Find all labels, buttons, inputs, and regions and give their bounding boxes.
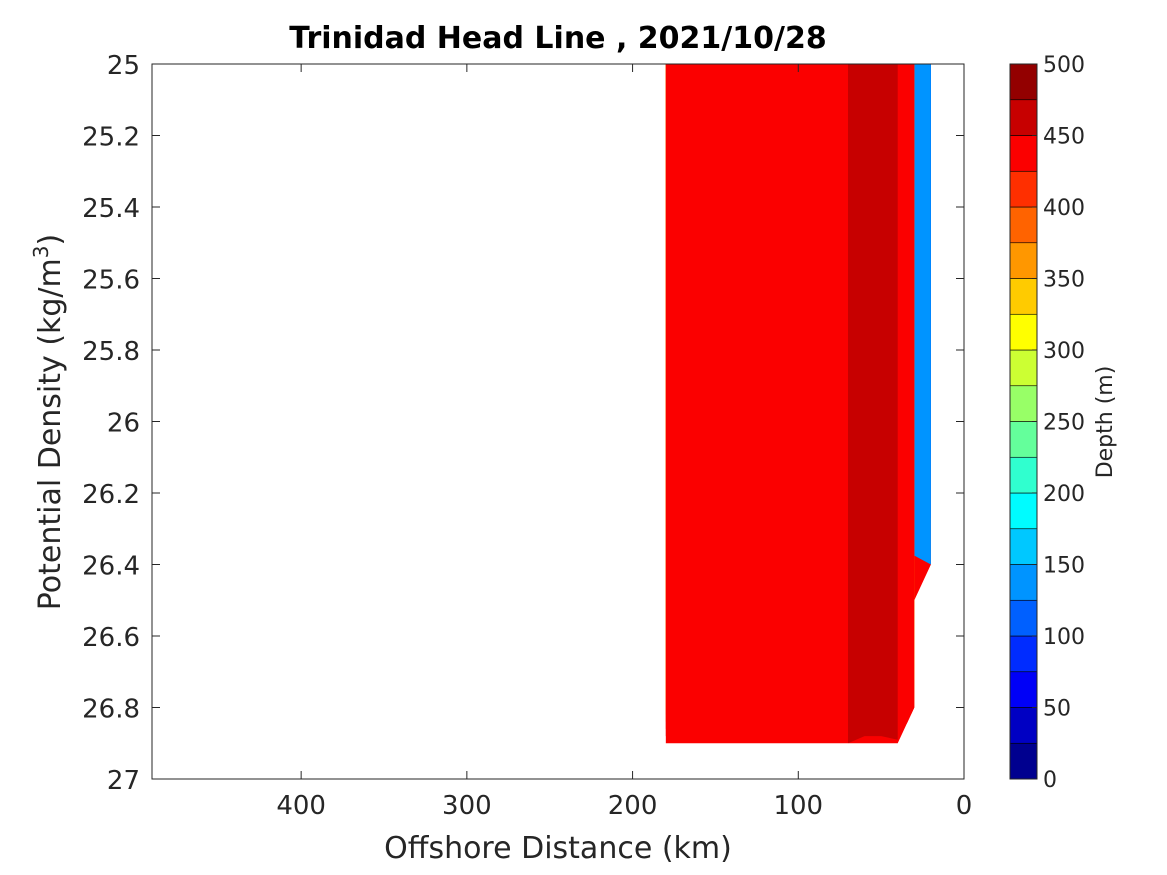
contour-band-450-475 [848, 64, 898, 744]
colorbar-tick-label: 400 [1043, 196, 1085, 221]
colorbar-tick-label: 350 [1043, 268, 1085, 293]
colorbar-tick-label: 300 [1043, 339, 1085, 364]
colorbar-band-200-225 [1009, 456, 1038, 494]
y-tick-label: 26 [107, 409, 140, 439]
colorbar-band-350-375 [1009, 242, 1038, 279]
colorbar-band-100-125 [1009, 599, 1038, 637]
colorbar-band-475-500 [1009, 63, 1038, 101]
y-tick-label: 25 [107, 51, 140, 81]
y-tick-label: 26.2 [82, 480, 140, 510]
colorbar-band-125-150 [1009, 564, 1038, 601]
colorbar-band-450-475 [1009, 99, 1038, 136]
y-tick-label: 25.6 [82, 266, 140, 296]
y-tick-label: 25.8 [82, 337, 140, 367]
colorbar-tick-label: 50 [1043, 697, 1071, 722]
x-axis: 400 300 200 100 0 [276, 64, 972, 821]
colorbar-band-0-25 [1009, 742, 1038, 780]
y-tick-label: 25.4 [82, 194, 140, 224]
colorbar: 0 50 100 150 200 250 300 350 400 450 500 [1009, 53, 1085, 793]
colorbar-band-150-175 [1009, 528, 1038, 565]
colorbar-band-400-425 [1009, 170, 1038, 208]
colorbar-band-300-325 [1009, 313, 1038, 351]
colorbar-band-250-275 [1009, 385, 1038, 422]
colorbar-tick-label: 0 [1043, 768, 1057, 793]
colorbar-band-25-50 [1009, 707, 1038, 744]
x-tick-label: 200 [608, 791, 658, 821]
y-tick-label: 26.4 [82, 552, 140, 582]
colorbar-band-325-350 [1009, 278, 1038, 315]
contour-fill-layer [665, 64, 931, 744]
x-tick-label: 400 [276, 791, 326, 821]
y-tick-label: 25.2 [82, 123, 140, 153]
colorbar-band-425-450 [1009, 135, 1038, 172]
y-axis-label-main: Potential Density (kg/m [33, 258, 68, 610]
plot-area [152, 64, 964, 779]
y-axis-label: Potential Density (kg/m3) [29, 234, 68, 610]
colorbar-tick-label: 100 [1043, 625, 1085, 650]
colorbar-label: Depth (m) [1093, 366, 1118, 479]
colorbar-tick-label: 500 [1043, 53, 1085, 78]
colorbar-tick-label: 450 [1043, 125, 1085, 150]
chart-title: Trinidad Head Line , 2021/10/28 [289, 21, 826, 56]
y-tick-label: 26.6 [82, 623, 140, 653]
x-tick-label: 0 [956, 791, 973, 821]
colorbar-tick-label: 250 [1043, 411, 1085, 436]
colorbar-band-75-100 [1009, 635, 1038, 673]
y-axis-label-superscript: 3 [29, 245, 53, 258]
colorbar-band-375-400 [1009, 206, 1038, 244]
y-tick-label: 27 [107, 766, 140, 796]
colorbar-band-50-75 [1009, 671, 1038, 708]
y-axis: 25 25.2 25.4 25.6 25.8 26 26.2 26.4 26.6 26.8 27 [82, 51, 964, 796]
x-tick-label: 300 [442, 791, 492, 821]
colorbar-band-175-200 [1009, 492, 1038, 530]
y-tick-label: 26.8 [82, 695, 140, 725]
colorbar-band-225-250 [1009, 421, 1038, 458]
colorbar-band-275-300 [1009, 349, 1038, 387]
x-tick-label: 100 [773, 791, 823, 821]
colorbar-tick-label: 150 [1043, 554, 1085, 579]
colorbar-tick-label: 200 [1043, 482, 1085, 507]
x-axis-label: Offshore Distance (km) [384, 831, 732, 866]
y-axis-label-suffix: ) [33, 234, 68, 246]
